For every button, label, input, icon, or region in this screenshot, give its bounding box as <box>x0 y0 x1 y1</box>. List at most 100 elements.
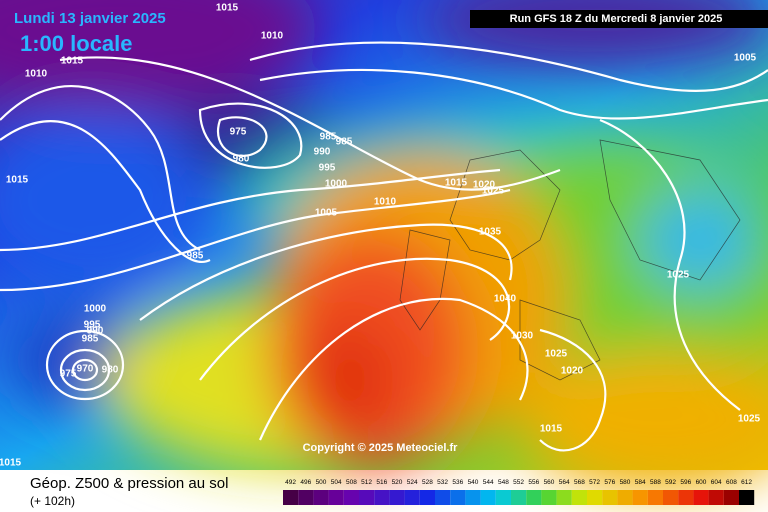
scale-label: 560 <box>544 479 555 486</box>
scale-cell <box>495 490 511 505</box>
scale-cell <box>389 490 405 505</box>
scale-cell <box>708 490 724 505</box>
scale-label: 492 <box>285 479 296 486</box>
isobar-label: 985 <box>82 334 99 345</box>
scale-label: 496 <box>300 479 311 486</box>
scale-cell <box>556 490 572 505</box>
local-time: 1:00 locale <box>20 31 133 56</box>
isobar-label: 1000 <box>325 179 348 190</box>
isobar-label: 1015 <box>0 458 22 469</box>
scale-label: 612 <box>741 479 752 486</box>
isobar-label: 1025 <box>482 186 505 197</box>
scale-label: 548 <box>498 479 509 486</box>
scale-cell <box>663 490 679 505</box>
scale-label: 500 <box>316 479 327 486</box>
isobar-label: 980 <box>102 365 119 376</box>
footer-lead: (+ 102h) <box>30 494 75 508</box>
scale-label: 536 <box>452 479 463 486</box>
isobar-label: 1015 <box>61 56 84 67</box>
copyright: Copyright © 2025 Meteociel.fr <box>303 442 459 454</box>
scale-cell <box>693 490 709 505</box>
scale-cell <box>374 490 390 505</box>
scale-label: 524 <box>407 479 418 486</box>
scale-cell <box>511 490 527 505</box>
scale-cell <box>723 490 739 505</box>
scale-cell <box>435 490 451 505</box>
scale-label: 552 <box>513 479 524 486</box>
isobar-label: 995 <box>84 320 101 331</box>
scale-label: 508 <box>346 479 357 486</box>
scale-cell <box>359 490 375 505</box>
scale-label: 528 <box>422 479 433 486</box>
scale-cell <box>480 490 496 505</box>
isobar-label: 1020 <box>561 366 584 377</box>
scale-cell <box>283 490 299 505</box>
scale-cell <box>739 490 755 505</box>
isobar-label: 985 <box>336 137 353 148</box>
scale-cell <box>571 490 587 505</box>
scale-cell <box>632 490 648 505</box>
isobar-label: 1030 <box>511 331 534 342</box>
scale-cell <box>450 490 466 505</box>
scale-label: 600 <box>696 479 707 486</box>
footer-title: Géop. Z500 & pression au sol <box>30 475 228 492</box>
scale-cell <box>465 490 481 505</box>
scale-label: 584 <box>635 479 646 486</box>
color-scale: 492 496 500 504 508 512 516 520 524 528 532 536 540 5… <box>283 479 755 505</box>
isobar-label: 1010 <box>261 31 284 42</box>
isobar-label: 975 <box>60 369 77 380</box>
scale-label: 608 <box>726 479 737 486</box>
scale-label: 520 <box>392 479 403 486</box>
scale-label: 576 <box>604 479 615 486</box>
isobar-label: 1020 <box>473 180 496 191</box>
scale-label: 604 <box>711 479 722 486</box>
scale-cell <box>298 490 314 505</box>
scale-label: 512 <box>361 479 372 486</box>
isobar-label: 985 <box>187 251 204 262</box>
isobar-label: 1005 <box>734 53 757 64</box>
scale-label: 544 <box>483 479 494 486</box>
scale-cell <box>602 490 618 505</box>
isobar-label: 1000 <box>84 304 107 315</box>
scale-cell <box>647 490 663 505</box>
isobar-label: 1015 <box>445 178 468 189</box>
scale-cell <box>678 490 694 505</box>
scale-cell <box>313 490 329 505</box>
scale-label: 588 <box>650 479 661 486</box>
isobar-label: 1025 <box>667 270 690 281</box>
scale-cell <box>541 490 557 505</box>
scale-cell <box>587 490 603 505</box>
valid-time: Lundi 13 janvier 2025 <box>14 10 166 27</box>
isobar-label: 975 <box>230 127 247 138</box>
scale-cell <box>419 490 435 505</box>
isobar-label: 995 <box>319 163 336 174</box>
scale-label: 504 <box>331 479 342 486</box>
isobar-label: 985 <box>320 132 337 143</box>
scale-label: 532 <box>437 479 448 486</box>
scale-cell <box>343 490 359 505</box>
scale-label: 516 <box>376 479 387 486</box>
scale-label: 556 <box>528 479 539 486</box>
run-banner <box>470 10 768 28</box>
isobar-label: 1005 <box>315 208 338 219</box>
scale-cell <box>328 490 344 505</box>
run-info: Run GFS 18 Z du Mercredi 8 janvier 2025 <box>510 13 723 25</box>
scale-label: 540 <box>468 479 479 486</box>
isobar-label: 1015 <box>6 175 29 186</box>
scale-cell <box>617 490 633 505</box>
isobar-label: 990 <box>87 326 104 337</box>
isobar-label: 1025 <box>545 349 568 360</box>
scale-label: 592 <box>665 479 676 486</box>
isobar-label: 1035 <box>479 227 502 238</box>
scale-label: 572 <box>589 479 600 486</box>
isobar-label: 1010 <box>25 69 48 80</box>
isobar-label: 990 <box>314 147 331 158</box>
scale-cell <box>404 490 420 505</box>
scale-label: 564 <box>559 479 570 486</box>
isobar-label: 970 <box>77 364 94 375</box>
scale-label: 568 <box>574 479 585 486</box>
isobar-label: 1015 <box>216 3 239 14</box>
scale-label: 580 <box>620 479 631 486</box>
